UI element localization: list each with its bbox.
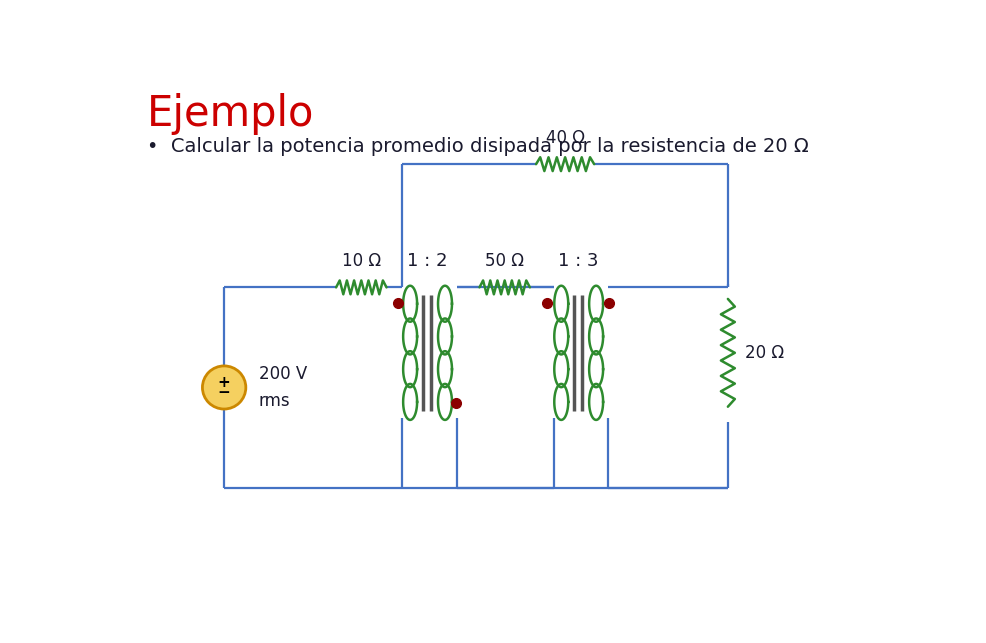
Text: 200 V: 200 V [258, 365, 307, 383]
Text: rms: rms [258, 392, 290, 410]
Circle shape [202, 366, 246, 409]
Text: •  Calcular la potencia promedio disipada por la resistencia de 20 Ω: • Calcular la potencia promedio disipada… [147, 137, 808, 156]
Text: −: − [218, 385, 231, 401]
Text: 10 Ω: 10 Ω [341, 253, 381, 271]
Text: Ejemplo: Ejemplo [147, 93, 314, 134]
Text: 40 Ω: 40 Ω [545, 129, 584, 147]
Text: 50 Ω: 50 Ω [485, 253, 524, 271]
Text: 20 Ω: 20 Ω [744, 344, 783, 362]
Text: +: + [218, 376, 231, 390]
Text: 1 : 2: 1 : 2 [406, 253, 447, 271]
Text: 1 : 3: 1 : 3 [557, 253, 598, 271]
